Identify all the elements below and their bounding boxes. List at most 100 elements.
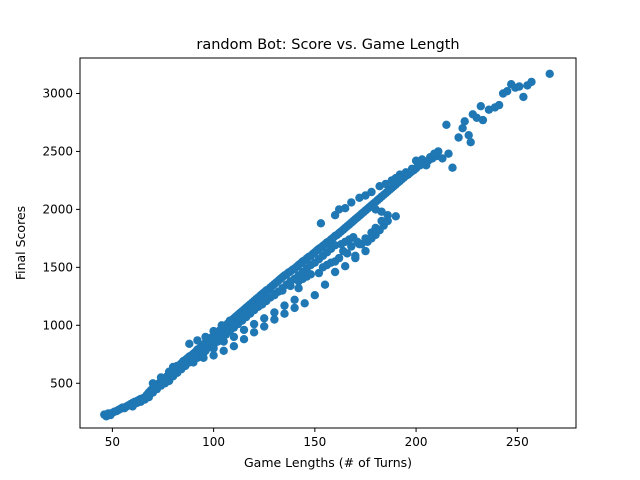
data-point-250 <box>290 295 299 304</box>
data-point-255 <box>209 351 218 360</box>
data-point-323 <box>383 211 392 220</box>
data-point-253 <box>189 358 198 367</box>
y-axis-label: Final Scores <box>13 206 28 280</box>
data-point-259 <box>249 328 259 337</box>
data-point-301 <box>316 219 326 228</box>
data-point-286 <box>322 260 332 270</box>
data-point-245 <box>239 325 249 335</box>
data-point-220 <box>221 326 230 336</box>
data-point-247 <box>260 314 269 323</box>
data-point-343 <box>503 87 512 96</box>
data-point-266 <box>320 280 330 289</box>
data-point-243 <box>219 337 228 346</box>
data-point-268 <box>341 262 350 271</box>
y-tick-label-1500: 1500 <box>42 260 73 274</box>
data-point-326 <box>438 154 447 163</box>
data-point-325 <box>434 147 443 156</box>
data-point-334 <box>466 138 475 147</box>
data-point-270 <box>361 246 370 256</box>
data-point-289 <box>351 251 360 260</box>
data-point-236 <box>225 316 234 325</box>
data-point-332 <box>460 117 469 126</box>
y-tick-label-3000: 3000 <box>42 86 73 100</box>
data-point-232 <box>193 336 202 345</box>
data-point-281 <box>294 284 303 293</box>
data-point-282 <box>298 274 307 284</box>
data-point-265 <box>310 291 319 300</box>
data-point-249 <box>280 301 289 310</box>
data-point-347 <box>519 92 528 102</box>
x-tick-label-100: 100 <box>202 435 225 449</box>
x-tick-label-250: 250 <box>506 435 529 449</box>
data-point-322 <box>377 207 386 216</box>
data-point-212 <box>156 373 166 382</box>
data-point-329 <box>442 120 451 129</box>
data-point-246 <box>249 319 259 329</box>
data-point-330 <box>454 133 463 142</box>
data-point-290 <box>367 234 376 243</box>
data-point-216 <box>189 350 198 359</box>
x-axis-ticks: 50 100 150 200 250 <box>105 428 529 449</box>
x-axis-label: Game Lengths (# of Turns) <box>244 455 412 470</box>
data-point-305 <box>347 198 356 207</box>
y-axis-ticks: 500 1000 1500 2000 2500 3000 <box>42 86 80 390</box>
data-point-263 <box>290 303 299 313</box>
data-point-337 <box>476 102 485 111</box>
data-point-346 <box>515 82 524 91</box>
data-point-310 <box>381 179 390 189</box>
data-point-239 <box>249 303 259 313</box>
x-tick-label-150: 150 <box>303 435 326 449</box>
data-point-333 <box>464 131 473 140</box>
data-point-233 <box>201 332 210 342</box>
plot-frame <box>79 57 577 429</box>
x-tick-label-50: 50 <box>105 435 120 449</box>
data-point-308 <box>367 187 376 197</box>
y-tick-label-2000: 2000 <box>42 202 73 216</box>
data-point-256 <box>219 346 228 355</box>
data-point-350 <box>545 69 554 79</box>
data-point-227 <box>278 286 287 295</box>
y-tick-label-1000: 1000 <box>42 318 73 332</box>
data-point-228 <box>286 281 295 291</box>
data-point-211 <box>148 379 158 388</box>
data-point-225 <box>262 294 271 303</box>
data-point-331 <box>458 124 467 133</box>
data-point-299 <box>371 223 380 233</box>
data-point-318 <box>422 161 431 170</box>
data-point-338 <box>478 115 488 125</box>
chart-title: random Bot: Score vs. Game Length <box>196 37 459 53</box>
data-point-315 <box>407 164 417 173</box>
data-point-251 <box>168 362 178 372</box>
data-point-231 <box>185 339 194 348</box>
data-point-317 <box>417 155 427 164</box>
data-point-327 <box>444 149 453 158</box>
data-point-283 <box>306 270 315 279</box>
data-point-242 <box>209 344 218 353</box>
data-point-341 <box>494 100 504 110</box>
data-point-300 <box>377 216 386 226</box>
x-tick-label-200: 200 <box>405 435 428 449</box>
data-point-257 <box>229 342 239 351</box>
y-tick-label-500: 500 <box>50 376 73 390</box>
data-point-324 <box>391 212 400 221</box>
data-point-288 <box>343 249 352 258</box>
data-point-287 <box>330 257 340 266</box>
data-point-274 <box>347 242 356 251</box>
data-point-244 <box>229 332 239 342</box>
data-point-328 <box>448 163 457 172</box>
data-point-234 <box>209 326 218 336</box>
data-point-261 <box>270 315 279 324</box>
data-point-254 <box>199 353 208 362</box>
data-point-297 <box>361 234 370 243</box>
data-points <box>100 69 554 421</box>
data-point-226 <box>270 291 279 300</box>
data-point-264 <box>300 299 309 308</box>
data-point-238 <box>241 308 251 317</box>
data-point-240 <box>258 300 267 309</box>
data-point-296 <box>357 240 366 249</box>
data-point-219 <box>213 332 222 342</box>
data-point-280 <box>383 216 392 226</box>
data-point-235 <box>217 321 226 330</box>
